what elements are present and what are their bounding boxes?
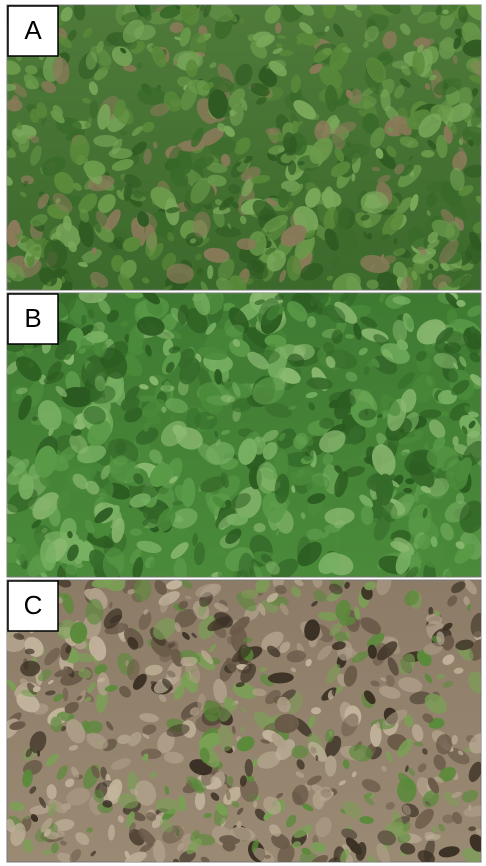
texture — [253, 523, 265, 533]
panel-label: A — [24, 15, 42, 45]
texture — [93, 135, 118, 147]
texture — [186, 407, 201, 430]
texture — [42, 850, 52, 855]
panel-label: B — [24, 303, 41, 333]
texture — [392, 60, 411, 69]
page: A B C (() => { const data = JSON.parse(d… — [0, 0, 486, 866]
figure: A B C — [0, 0, 486, 866]
texture — [226, 513, 248, 525]
texture — [421, 150, 434, 158]
panel-label: C — [24, 590, 43, 620]
